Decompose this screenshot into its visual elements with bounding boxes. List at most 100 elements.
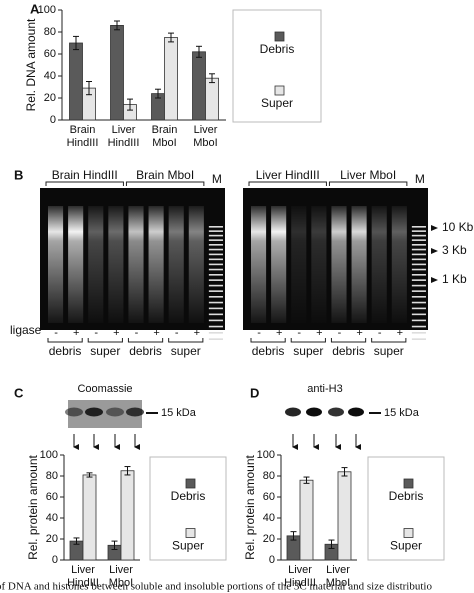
error-bar xyxy=(86,81,92,96)
error-bar xyxy=(73,537,80,545)
error-bar xyxy=(328,539,335,549)
legend-swatch xyxy=(185,478,196,489)
blot-size: 15 kDa xyxy=(384,407,420,419)
ladder-band xyxy=(411,239,426,241)
ladder-band xyxy=(411,248,426,251)
bracket xyxy=(248,181,327,186)
y-tick-label: 0 xyxy=(52,554,58,566)
error-bar xyxy=(124,466,131,476)
x-tick-label: Liver MboI xyxy=(193,124,218,149)
ligase-sign: + xyxy=(113,327,119,339)
ladder-band xyxy=(411,325,426,328)
bracket xyxy=(45,181,124,186)
legend-box xyxy=(149,456,227,561)
y-tick-label: 100 xyxy=(40,449,58,461)
error-bar xyxy=(303,476,310,484)
ligase-sign: + xyxy=(316,327,322,339)
error-bar xyxy=(111,540,118,550)
gel-lane xyxy=(48,206,64,323)
error-bar xyxy=(86,472,93,478)
bracket xyxy=(371,338,407,343)
ligase-sign: + xyxy=(356,327,362,339)
gel-lane xyxy=(311,206,327,323)
panel-label: D xyxy=(250,385,259,400)
blot-band xyxy=(285,407,301,417)
error-bar xyxy=(127,98,133,111)
y-tick-label: 20 xyxy=(46,533,58,545)
error-bar xyxy=(114,20,120,31)
ladder-band xyxy=(208,258,223,261)
blot-title: anti-H3 xyxy=(307,383,342,395)
ladder-band xyxy=(208,338,223,340)
gel-lane xyxy=(188,206,204,323)
bar xyxy=(69,42,83,121)
y-axis-label: Rel. protein amount xyxy=(26,454,40,559)
error-bar xyxy=(155,88,161,99)
gel-lane xyxy=(351,206,367,323)
gel-lane xyxy=(251,206,267,323)
blot-title: Coomassie xyxy=(77,383,132,395)
error-bar xyxy=(290,531,297,541)
ladder-band xyxy=(208,332,223,334)
ladder-band xyxy=(208,319,223,322)
y-tick-label: 80 xyxy=(263,470,275,482)
ladder-band xyxy=(411,230,426,232)
fraction-label: super xyxy=(374,344,404,358)
fraction-label: super xyxy=(171,344,201,358)
bar xyxy=(205,77,219,121)
ligase-sign: - xyxy=(378,327,382,339)
error-bar xyxy=(209,73,215,84)
ladder-band xyxy=(208,274,223,276)
gel-lane xyxy=(391,206,407,323)
gel-lane xyxy=(88,206,104,323)
ladder-band xyxy=(208,234,223,237)
size-label: 3 Kb xyxy=(442,243,467,257)
lane-group-label: Liver HindIII xyxy=(256,168,320,182)
ladder-band xyxy=(411,268,426,271)
ligase-label: ligase xyxy=(10,323,42,337)
ladder-band xyxy=(208,253,223,256)
legend-label: Super xyxy=(172,539,204,553)
y-tick-label: 40 xyxy=(263,512,275,524)
blot-band xyxy=(306,407,322,417)
y-tick-label: 60 xyxy=(44,48,56,60)
ladder-band xyxy=(411,263,426,266)
gel-lane xyxy=(271,206,287,323)
y-tick-label: 80 xyxy=(46,470,58,482)
blot-size: 15 kDa xyxy=(161,407,197,419)
ladder-band xyxy=(411,284,426,287)
error-bar xyxy=(196,45,202,58)
bracket xyxy=(330,338,367,343)
y-tick-label: 0 xyxy=(269,554,275,566)
legend-label: Debris xyxy=(260,42,295,56)
bracket xyxy=(328,181,408,186)
x-tick-label: Brain MboI xyxy=(151,124,178,149)
ligase-sign: + xyxy=(397,327,403,339)
panel-label: A xyxy=(30,1,40,16)
ladder-band xyxy=(411,234,426,237)
ladder-band xyxy=(411,226,426,228)
bracket xyxy=(250,338,286,343)
blot-band xyxy=(348,407,364,417)
legend-swatch xyxy=(185,528,196,538)
ladder-band xyxy=(411,307,426,310)
ladder-band xyxy=(208,248,223,251)
y-tick-label: 60 xyxy=(46,491,58,503)
fraction-label: super xyxy=(293,344,323,358)
ladder-band xyxy=(208,296,223,298)
legend-label: Debris xyxy=(389,489,424,503)
error-bar xyxy=(341,467,348,477)
gel-lane xyxy=(68,206,84,323)
gel-lane xyxy=(371,206,387,323)
fraction-label: debris xyxy=(332,344,365,358)
x-tick-label: Liver HindIII xyxy=(67,564,99,589)
bracket xyxy=(87,338,123,343)
y-tick-label: 40 xyxy=(46,512,58,524)
ligase-sign: - xyxy=(94,327,98,339)
bar xyxy=(299,479,314,561)
x-tick-label: Brain HindIII xyxy=(66,124,99,149)
panel-label: C xyxy=(14,385,24,400)
ligase-sign: - xyxy=(135,327,139,339)
